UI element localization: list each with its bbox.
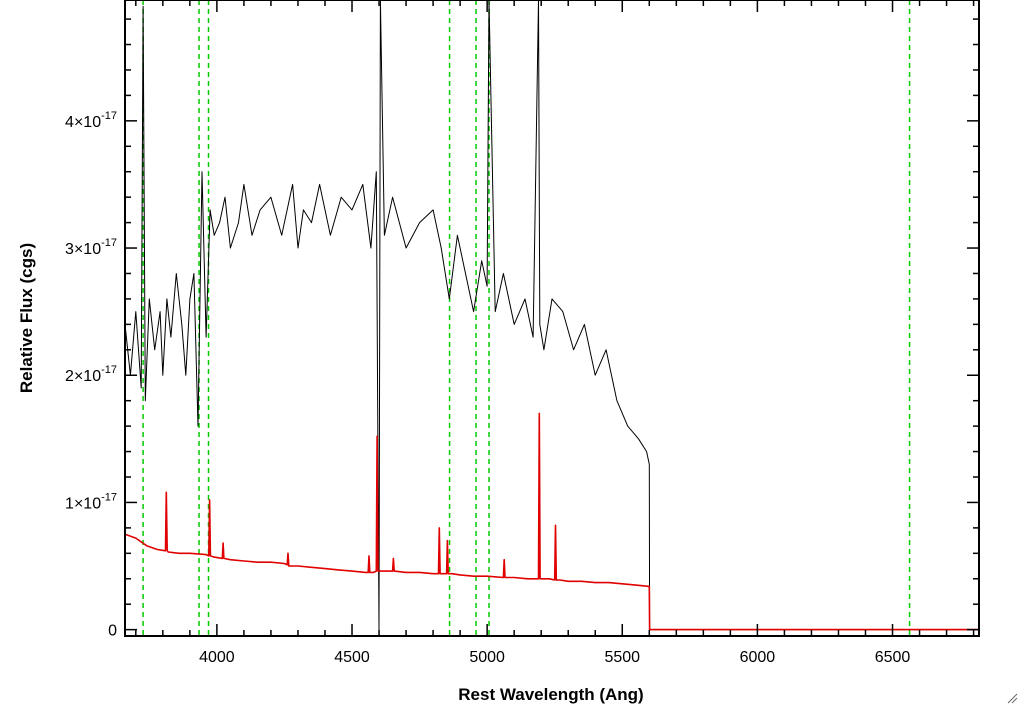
y-tick-labels: 0 1×10-17 2×10-17 3×10-17 4×10-17 <box>65 110 117 640</box>
plot-frame <box>124 0 980 637</box>
reference-lines <box>142 0 911 636</box>
y-tick-label: 1×10-17 <box>65 491 117 512</box>
y-tick-label: 2×10-17 <box>65 364 117 385</box>
series-line-2 <box>124 412 979 631</box>
x-tick-label: 5000 <box>469 649 505 666</box>
series-line-1 <box>124 0 979 631</box>
x-tick-label: 6000 <box>740 649 776 666</box>
y-tick-label: 0 <box>108 623 117 640</box>
series-layer <box>124 0 979 631</box>
x-tick-label: 4000 <box>199 649 235 666</box>
y-tick-label: 4×10-17 <box>65 110 117 131</box>
x-tick-label: 6500 <box>875 649 911 666</box>
x-tick-label: 5500 <box>604 649 640 666</box>
axes <box>124 0 980 637</box>
x-axis-title: Rest Wavelength (Ang) <box>458 685 643 704</box>
y-axis-title: Relative Flux (cgs) <box>17 243 36 393</box>
x-tick-labels: 4000 4500 5000 5500 6000 6500 <box>199 649 910 666</box>
y-tick-label: 3×10-17 <box>65 237 117 258</box>
resize-grip-icon[interactable] <box>1006 692 1018 704</box>
x-tick-label: 4500 <box>334 649 370 666</box>
